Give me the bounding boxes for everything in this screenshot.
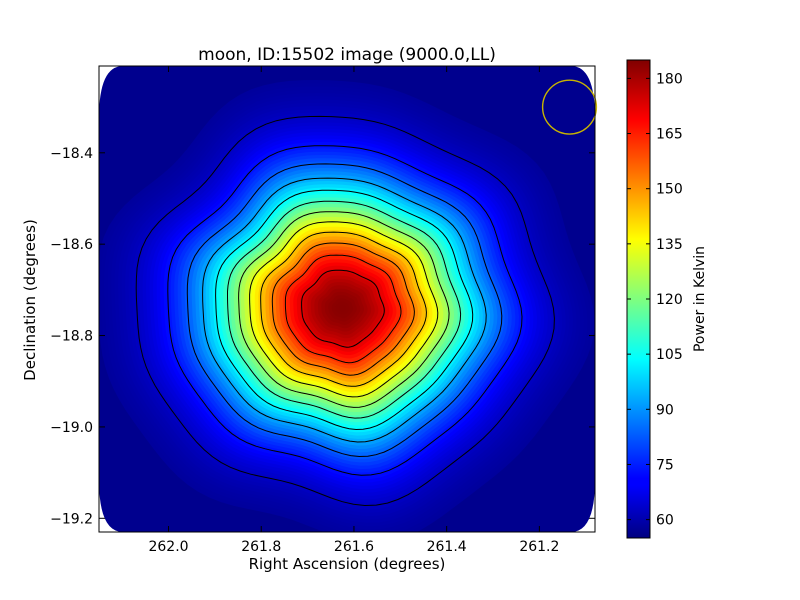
contour-line xyxy=(135,115,555,507)
contour-line xyxy=(167,145,523,476)
y-tick-label: −18.4 xyxy=(50,146,93,162)
x-axis-label: Right Ascension (degrees) xyxy=(249,555,446,573)
contour-line xyxy=(284,254,402,364)
plot-frame xyxy=(98,65,596,533)
beam-circle xyxy=(541,79,598,135)
heatmap-image xyxy=(99,66,595,532)
x-tick-label: 261.4 xyxy=(427,539,467,555)
contour-line xyxy=(249,221,439,398)
colorbar-tick-label: 90 xyxy=(656,402,674,418)
y-axis-label: Declination (degrees) xyxy=(21,219,39,381)
chart-title: moon, ID:15502 image (9000.0,LL) xyxy=(198,45,496,65)
contour-line xyxy=(215,189,474,431)
colorbar-ticks: 60 75 90 105 120 135 150 165 180 xyxy=(627,71,683,529)
y-tick-label: −19.0 xyxy=(50,420,93,436)
colorbar-tick-label: 180 xyxy=(656,71,683,87)
contour-line xyxy=(301,269,385,348)
contour-line xyxy=(186,163,503,458)
colorbar-tick-label: 135 xyxy=(656,237,683,253)
y-tick-label: −18.6 xyxy=(50,237,93,253)
colorbar: 60 75 90 105 120 135 150 165 180 Power in Kelvin xyxy=(626,59,708,539)
x-tick-label: 261.2 xyxy=(519,539,559,555)
x-tick-label: 262.0 xyxy=(148,539,188,555)
contour-line xyxy=(202,177,487,443)
contour-line xyxy=(260,231,427,387)
y-tick-label: −18.8 xyxy=(50,329,93,345)
colorbar-label: Power in Kelvin xyxy=(692,246,708,352)
colorbar-tick-label: 105 xyxy=(656,347,683,363)
y-tick-label: −19.2 xyxy=(50,511,93,527)
y-axis-ticks: −18.4 −18.6 −18.8 −19.0 −19.2 xyxy=(50,146,595,527)
colorbar-tick-label: 165 xyxy=(656,127,683,143)
colorbar-tick-label: 60 xyxy=(656,513,674,529)
contour-line xyxy=(227,200,462,419)
colorbar-tick-label: 150 xyxy=(656,182,683,198)
x-tick-label: 261.8 xyxy=(241,539,281,555)
colorbar-tick-label: 120 xyxy=(656,292,683,308)
contour-line xyxy=(238,211,450,408)
x-axis-ticks: 262.0 261.8 261.6 261.4 261.2 xyxy=(148,66,559,555)
contour-line xyxy=(271,242,415,376)
plot-area xyxy=(98,65,598,533)
x-tick-label: 261.6 xyxy=(334,539,374,555)
heatmap-band xyxy=(338,304,346,312)
colorbar-tick-label: 75 xyxy=(656,457,674,473)
contour-lines xyxy=(135,115,555,507)
